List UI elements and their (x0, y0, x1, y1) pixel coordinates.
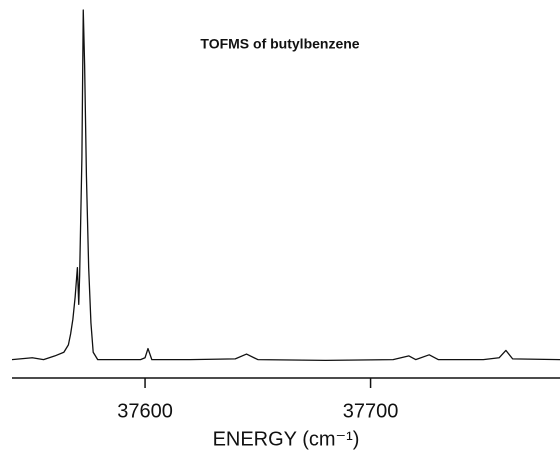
x-axis-label: ENERGY (cm⁻¹) (213, 428, 360, 450)
x-tick-label: 37700 (343, 400, 399, 422)
x-tick-label: 37600 (117, 400, 173, 422)
spectrum-line (11, 9, 560, 361)
chart-title: TOFMS of butylbenzene (200, 36, 359, 52)
